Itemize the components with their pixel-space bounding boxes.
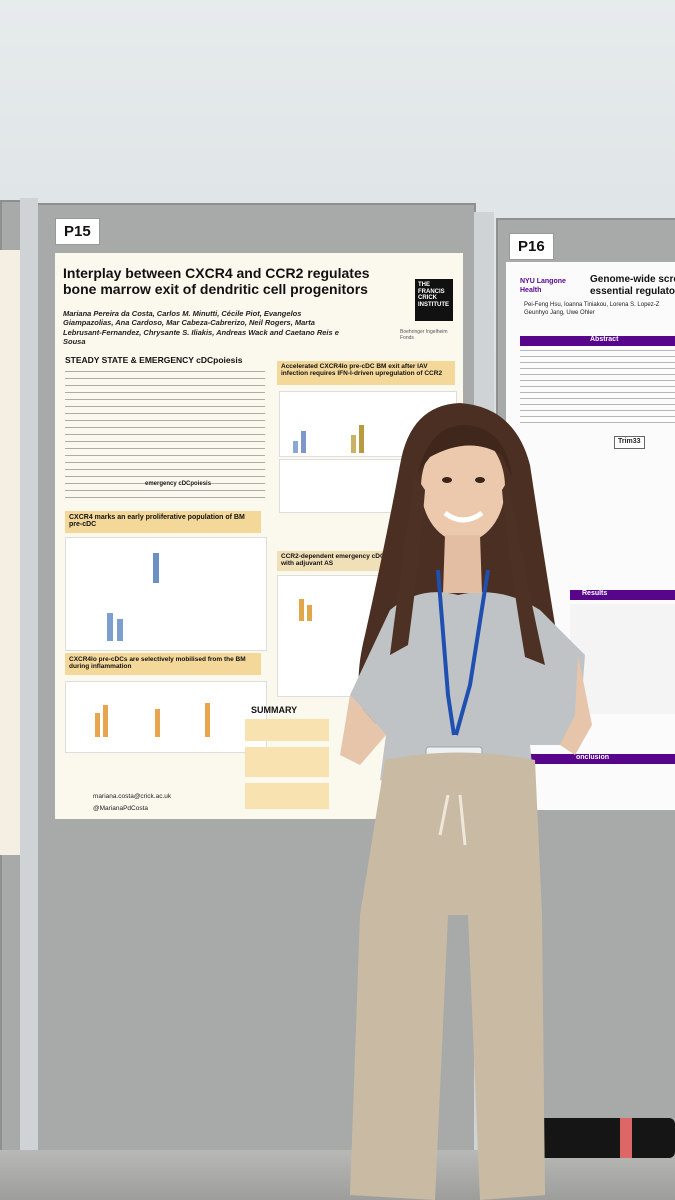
section-accelerated: Accelerated CXCR4lo pre-cDC BM exit afte…	[281, 363, 443, 377]
conclusion-header: onclusion	[576, 754, 610, 761]
poster-title: Interplay between CXCR4 and CCR2 regulat…	[63, 265, 370, 298]
trim33-label: Trim33	[614, 436, 645, 449]
figure-bar	[95, 713, 100, 737]
section-steady-state: STEADY STATE & EMERGENCY cDCpoiesis	[65, 355, 243, 365]
section-ccr2: CCR2-dependent emergency cDCpoiesis vacc…	[281, 553, 445, 567]
results-header: Results	[582, 590, 608, 597]
poster-authors: Mariana Pereira da Costa, Carlos M. Minu…	[63, 309, 339, 347]
black-cylinder-on-floor	[528, 1118, 675, 1158]
figure-bar	[351, 435, 356, 453]
abstract-band	[520, 336, 675, 346]
figure-bar	[117, 619, 123, 641]
figure-bar	[359, 425, 364, 453]
board-post-left	[20, 198, 38, 1188]
emphasis-text: emergency cDCpoiesis	[145, 481, 212, 489]
conclusion-band	[526, 754, 675, 764]
figure-cxcr4-marks	[65, 537, 267, 651]
section-mobilised: CXCR4lo pre-cDCs are selectively mobilis…	[69, 656, 246, 670]
floor	[0, 1150, 675, 1200]
figure-bar	[301, 431, 306, 453]
funder-logo: Boehringer Ingelheim Fonds	[400, 329, 448, 342]
figure-bar	[205, 703, 210, 737]
poster-number-p15: P15	[55, 218, 100, 245]
band-mobilised	[65, 653, 261, 675]
figure-diagram	[520, 432, 675, 524]
band-cxcr4-marks	[65, 511, 261, 533]
figure-results	[570, 604, 675, 714]
figure-bar	[107, 613, 113, 641]
summary-box-2	[245, 747, 329, 777]
summary-box-1	[245, 719, 329, 741]
section-cxcr4-marks: CXCR4 marks an early proliferative popul…	[69, 514, 245, 528]
figure-bar	[293, 441, 298, 453]
figure-bar	[307, 605, 312, 621]
abstract-header: Abstract	[590, 336, 619, 343]
results-band	[570, 590, 675, 600]
contact-handle: @MarianaPdCosta	[93, 805, 149, 812]
cylinder-red-band	[620, 1118, 632, 1158]
figure-bar	[103, 705, 108, 737]
poster-p16-authors: Pei-Feng Hsu, Ioanna Tiniakou, Lorena S.…	[524, 302, 660, 316]
poster-p16-title: Genome-wide scre essential regulator	[590, 274, 675, 297]
figure-bar	[299, 599, 304, 621]
intro-text-block	[65, 371, 265, 501]
crick-logo: THE FRANCIS CRICK INSTITUTE	[415, 279, 453, 321]
nyu-logo: NYU Langone Health	[520, 278, 566, 294]
section-summary: SUMMARY	[251, 705, 298, 715]
figure-bar	[153, 553, 159, 583]
band-accelerated	[277, 361, 455, 385]
person-standing	[340, 403, 592, 1200]
abstract-text	[520, 350, 675, 428]
summary-box-3	[245, 783, 329, 809]
poster-number-p16: P16	[509, 233, 554, 260]
figure-bar	[155, 709, 160, 737]
contact-email: mariana.costa@crick.ac.uk	[93, 793, 172, 800]
